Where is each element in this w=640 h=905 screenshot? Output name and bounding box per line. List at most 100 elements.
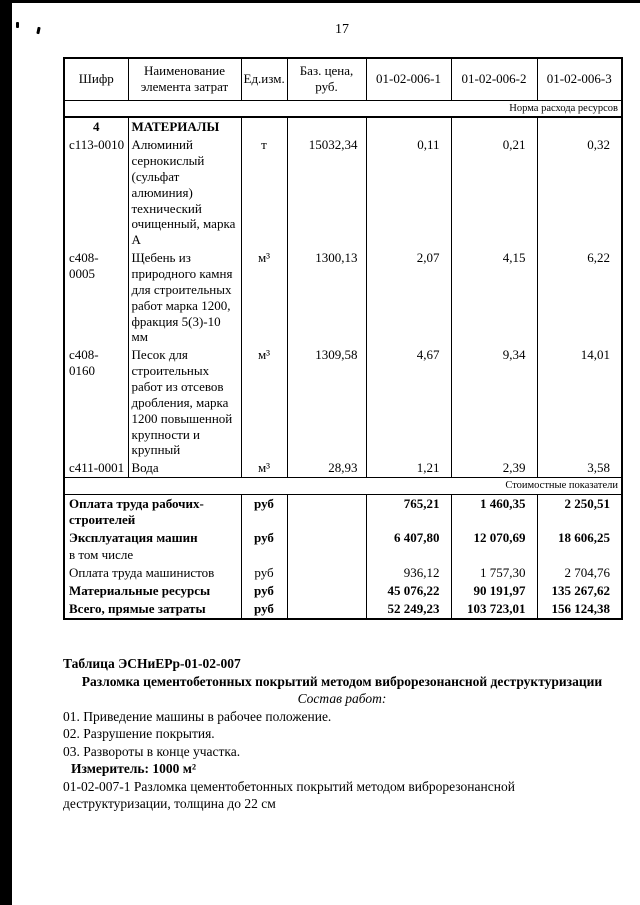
- col-header-base-price: Баз. цена, руб.: [286, 57, 367, 101]
- scan-artifact-top-line: [0, 0, 640, 3]
- material-row: с411-0001 Вода м³ 28,93 1,21 2,39 3,58: [63, 459, 623, 478]
- scan-artifact-mark: [16, 22, 19, 28]
- cell-unit: м³: [240, 459, 288, 478]
- meter-line: Измеритель: 1000 м²: [63, 760, 621, 778]
- cell-value-1: 2,07: [365, 249, 452, 347]
- cell-value-3: 2 250,51: [536, 494, 623, 529]
- cell-value-3: 0,32: [536, 136, 623, 250]
- next-table-label: Таблица ЭСНиЕРр-01-02-007: [63, 656, 241, 671]
- cell-code: с113-0010: [63, 136, 129, 250]
- work-item-1: 01. Приведение машины в рабочее положени…: [63, 708, 332, 724]
- col-header-unit: Ед.изм.: [240, 57, 288, 101]
- cell-value-2: 1 757,30: [450, 564, 538, 583]
- cell-base-price: 1300,13: [286, 249, 367, 347]
- cell-value-3: 3,58: [536, 459, 623, 478]
- col-header-006-2: 01-02-006-2: [450, 57, 538, 101]
- cell-cost-name: Всего, прямые затраты: [63, 599, 242, 619]
- cell-cost-name: в том числе: [63, 546, 242, 565]
- cell-value-1: 4,67: [365, 346, 452, 460]
- cell-code: с411-0001: [63, 459, 129, 478]
- cell-value-2: 9,34: [450, 346, 538, 460]
- section-label-norms: Норма расхода ресурсов: [63, 99, 623, 119]
- cell-cost-name: Эксплуатация машин: [63, 528, 242, 547]
- cell-unit: руб: [240, 528, 288, 547]
- cell-base-price: 15032,34: [286, 136, 367, 250]
- cell-code: с408-0160: [63, 346, 129, 460]
- col-header-006-3: 01-02-006-3: [536, 57, 623, 101]
- cell-value-2: 12 070,69: [450, 528, 538, 547]
- cell-value-1: [365, 546, 452, 565]
- cell-value-2: 2,39: [450, 459, 538, 478]
- cost-row: Материальные ресурсы руб 45 076,22 90 19…: [63, 582, 623, 600]
- section-label-cost: Стоимостные показатели: [63, 477, 623, 495]
- cell-base-price: 28,93: [286, 459, 367, 478]
- col-header-name: Наименование элемента затрат: [127, 57, 242, 101]
- cell-unit: м³: [240, 249, 288, 347]
- cell-value-2: 1 460,35: [450, 494, 538, 529]
- col-header-code: Шифр: [63, 57, 129, 101]
- norm-entry-007-1: 01-02-007-1 Разломка цементобетонных пок…: [63, 778, 515, 812]
- cell-value-1: 0,11: [365, 136, 452, 250]
- cell-value-1: 52 249,23: [365, 599, 452, 619]
- cell-unit: м³: [240, 346, 288, 460]
- cell-value-3: 2 704,76: [536, 564, 623, 583]
- cell-cost-name: Оплата труда машинистов: [63, 564, 242, 583]
- material-row: с408-0160 Песок для строительных работ и…: [63, 346, 623, 460]
- section-band-cost: Стоимостные показатели: [63, 477, 623, 495]
- col-header-006-1: 01-02-006-1: [365, 57, 452, 101]
- cost-row: Оплата труда рабочих-строителей руб 765,…: [63, 494, 623, 529]
- cell-base-price: 1309,58: [286, 346, 367, 460]
- cell-value-1: 765,21: [365, 494, 452, 529]
- cost-row: Всего, прямые затраты руб 52 249,23 103 …: [63, 599, 623, 619]
- cell-value-3: 135 267,62: [536, 582, 623, 600]
- works-composition-label: Состав работ:: [297, 691, 387, 707]
- cell-value-1: 6 407,80: [365, 528, 452, 547]
- cell-value-2: 103 723,01: [450, 599, 538, 619]
- work-item-3: 03. Развороты в конце участка.: [63, 743, 241, 759]
- resource-cost-table: Шифр Наименование элемента затрат Ед.изм…: [63, 57, 623, 620]
- scan-artifact-left-bar: [0, 0, 12, 905]
- material-row: с113-0010 Алюминий сернокислый (сульфат …: [63, 136, 623, 250]
- cost-row: Эксплуатация машин руб 6 407,80 12 070,6…: [63, 528, 623, 547]
- cell-value-2: 0,21: [450, 136, 538, 250]
- cell-unit: руб: [240, 582, 288, 600]
- cell-name: Щебень из природного камня для строитель…: [127, 249, 242, 347]
- cell-value-1: 1,21: [365, 459, 452, 478]
- work-item-2: 02. Разрушение покрытия.: [63, 726, 215, 742]
- material-row: с408-0005 Щебень из природного камня для…: [63, 249, 623, 347]
- cell-value-1: 936,12: [365, 564, 452, 583]
- cell-unit: руб: [240, 599, 288, 619]
- cell-value-3: [536, 546, 623, 565]
- cell-cost-name: Оплата труда рабочих-строителей: [63, 494, 242, 529]
- cell-value-3: 6,22: [536, 249, 623, 347]
- materials-section-header: 4 МАТЕРИАЛЫ: [63, 117, 623, 137]
- cell-value-3: 14,01: [536, 346, 623, 460]
- meter-label: Измеритель:: [71, 761, 150, 777]
- cell-value-3: 18 606,25: [536, 528, 623, 547]
- meter-value: 1000 м²: [152, 761, 197, 777]
- cost-row: Оплата труда машинистов руб 936,12 1 757…: [63, 564, 623, 583]
- cell-name: Алюминий сернокислый (сульфат алюминия) …: [127, 136, 242, 250]
- cell-name: Песок для строительных работ из отсевов …: [127, 346, 242, 460]
- cost-row: в том числе: [63, 546, 623, 565]
- cell-name: Вода: [127, 459, 242, 478]
- cell-value-2: 4,15: [450, 249, 538, 347]
- cell-unit: руб: [240, 494, 288, 529]
- cell-code: 4: [63, 117, 129, 137]
- section-band-norms: Норма расхода ресурсов: [63, 99, 623, 119]
- cell-unit: [240, 546, 288, 565]
- cell-value-1: 45 076,22: [365, 582, 452, 600]
- cell-value-2: 90 191,97: [450, 582, 538, 600]
- cell-unit: т: [240, 136, 288, 250]
- next-table-section: Таблица ЭСНиЕРр-01-02-007 Разломка цемен…: [63, 655, 621, 813]
- cell-value-3: 156 124,38: [536, 599, 623, 619]
- cell-code: с408-0005: [63, 249, 129, 347]
- cell-unit: руб: [240, 564, 288, 583]
- scan-artifact-mark: [36, 26, 41, 35]
- cell-name: МАТЕРИАЛЫ: [127, 117, 242, 137]
- page-number: 17: [335, 22, 349, 37]
- next-table-title: Разломка цементобетонных покрытий методо…: [81, 673, 603, 689]
- cell-cost-name: Материальные ресурсы: [63, 582, 242, 600]
- table-header-row: Шифр Наименование элемента затрат Ед.изм…: [63, 57, 623, 101]
- cell-value-2: [450, 546, 538, 565]
